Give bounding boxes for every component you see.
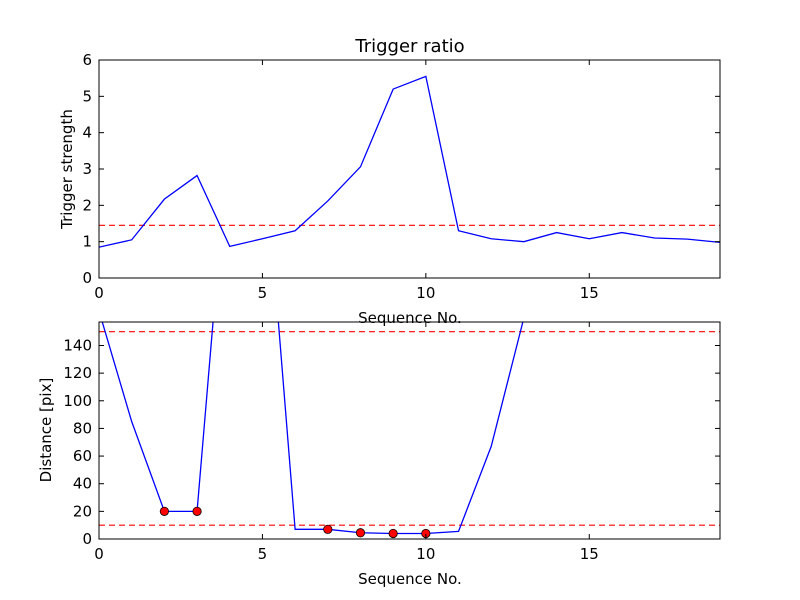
x-tick-label: 0	[94, 545, 104, 563]
y-tick-label: 60	[73, 447, 92, 465]
trigger-ratio-chart: Trigger ratio 0 5 10 15 0 1 2 3 4 5 6 Sequence No…	[58, 36, 721, 327]
x-tick-label: 10	[416, 284, 435, 302]
y-tick-label: 6	[82, 51, 92, 69]
data-point-marker	[159, 506, 169, 516]
y-tick-label: 0	[82, 530, 92, 548]
y-tick-label: 140	[63, 336, 92, 354]
y-tick-label: 80	[73, 419, 92, 437]
data-point-marker	[323, 524, 333, 534]
y-tick-label: 0	[82, 269, 92, 287]
x-axis-title: Sequence No.	[358, 309, 462, 327]
y-tick-label: 20	[73, 502, 92, 520]
y-tick-label: 5	[82, 87, 92, 105]
plot-frame	[98, 321, 721, 540]
y-tick-label: 1	[82, 233, 92, 251]
y-tick-label: 120	[63, 364, 92, 382]
y-axis-title: Trigger strength	[58, 109, 76, 230]
y-tick-label: 4	[82, 124, 92, 142]
distance-chart: 0 5 10 15 0 20 40 60 80 100 120 140 Sequence No. D…	[37, 321, 721, 588]
data-point-marker	[355, 528, 366, 538]
series-line	[101, 322, 524, 535]
x-tick-label: 5	[258, 284, 268, 302]
data-point-marker	[388, 528, 398, 539]
chart-title: Trigger ratio	[354, 36, 464, 57]
x-tick-label: 15	[580, 545, 599, 563]
data-point-marker	[192, 506, 202, 516]
y-tick-label: 2	[82, 196, 92, 214]
x-tick-label: 15	[580, 284, 599, 302]
y-axis-title: Distance [pix]	[37, 378, 55, 483]
x-tick-label: 0	[94, 284, 104, 302]
x-tick-label: 10	[416, 545, 435, 563]
y-tick-label: 100	[63, 392, 92, 410]
y-tick-label: 40	[73, 475, 92, 493]
y-tick-label: 3	[82, 160, 92, 178]
x-axis-title: Sequence No.	[358, 570, 462, 588]
series-line	[99, 75, 720, 248]
x-tick-label: 5	[258, 545, 268, 563]
